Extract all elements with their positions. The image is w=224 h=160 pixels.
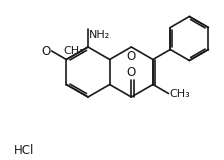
Text: HCl: HCl (14, 144, 34, 156)
Text: O: O (41, 44, 51, 57)
Text: O: O (127, 66, 136, 79)
Text: CH₃: CH₃ (170, 88, 190, 99)
Text: NH₂: NH₂ (89, 30, 110, 40)
Text: O: O (127, 49, 136, 63)
Text: CH₃: CH₃ (64, 46, 84, 56)
